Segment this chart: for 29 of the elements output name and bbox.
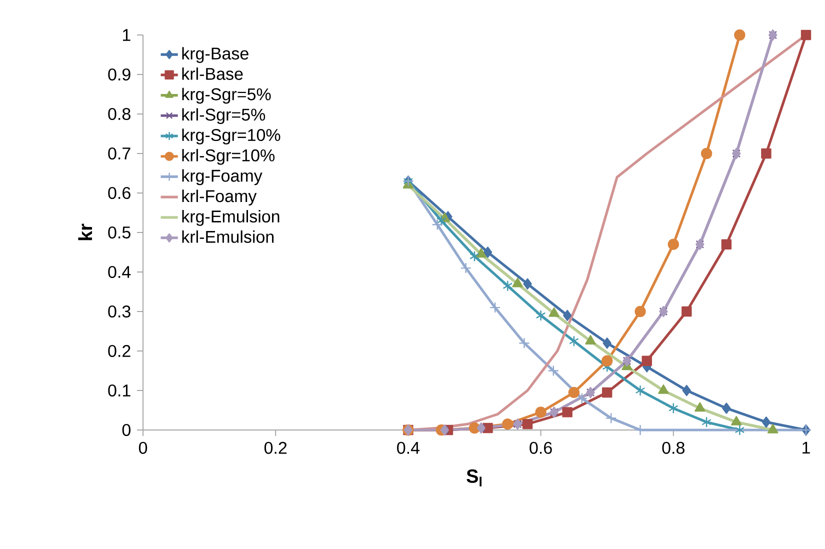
legend-label: krl-Emulsion xyxy=(182,230,274,243)
y-tick-label: 0.1 xyxy=(108,384,130,397)
legend-label: krl-Sgr=5% xyxy=(182,108,266,124)
y-tick-label: 1 xyxy=(122,29,130,41)
legend-label: krg-Sgr=5% xyxy=(182,88,271,104)
x-tick-label: 0.8 xyxy=(662,442,684,454)
y-tick-label: 0 xyxy=(122,424,130,436)
y-tick-label: 0.8 xyxy=(108,108,130,120)
x-tick-label: 0 xyxy=(138,442,148,454)
y-tick-label: 0.9 xyxy=(108,68,130,81)
legend-label: krl-Sgr=10% xyxy=(182,148,275,165)
y-tick-label: 0.3 xyxy=(108,305,130,318)
y-tick-label: 0.4 xyxy=(108,266,131,278)
y-tick-label: 0.2 xyxy=(108,344,130,358)
y-axis-title: kr xyxy=(78,224,92,240)
x-tick-label: 0.4 xyxy=(397,442,420,454)
y-tick-label: 0.6 xyxy=(108,186,130,200)
legend-label: krg-Base xyxy=(182,47,248,63)
legend-label: krg-Foamy xyxy=(182,169,262,186)
y-tick-label: 0.5 xyxy=(108,226,130,239)
x-tick-label: 0.6 xyxy=(530,442,552,454)
x-tick-label: 0.2 xyxy=(264,442,287,454)
y-tick-label: 0.7 xyxy=(108,147,130,160)
legend-label: krg-Sgr=10% xyxy=(182,128,280,144)
legend-label: krl-Foamy xyxy=(182,190,257,206)
legend-label: krl-Base xyxy=(182,67,243,80)
x-axis-title: S$_{l}$ xyxy=(466,469,482,486)
x-tick-label: 1 xyxy=(802,442,810,454)
legend-label: krg-Emulsion xyxy=(182,210,280,226)
